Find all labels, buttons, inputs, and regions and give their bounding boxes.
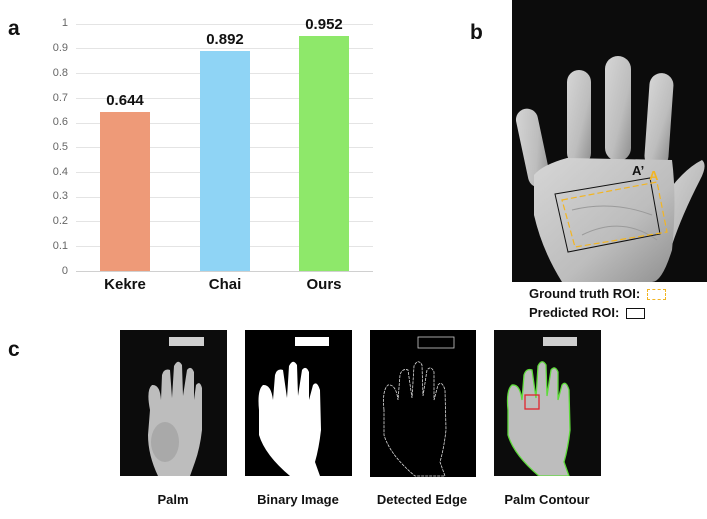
y-tick-0.3: 0.3 — [52, 190, 68, 202]
value-label-chai: 0.892 — [206, 31, 244, 48]
point-a-prime-label: A’ — [632, 163, 645, 178]
binary-image — [245, 330, 352, 476]
value-label-kekre: 0.644 — [106, 92, 144, 109]
bar-ours — [299, 36, 349, 271]
palm-contour-image — [494, 330, 601, 476]
y-tick-0: 0 — [61, 265, 68, 277]
caption-palm-contour: Palm Contour — [504, 492, 590, 507]
bar-chai — [200, 51, 250, 271]
bar-chart: 0 0.1 0.2 0.3 0.4 0.5 0.6 0.7 0.8 0.9 1 … — [0, 0, 400, 300]
palm-roi-photo: A’ A — [512, 0, 707, 282]
legend-ground-truth-label: Ground truth ROI: — [529, 286, 641, 301]
legend-predicted-label: Predicted ROI: — [529, 305, 620, 320]
point-a-label: A — [649, 168, 659, 183]
panel-label-a: a — [8, 17, 20, 40]
y-tick-1: 1 — [61, 17, 68, 29]
value-label-ours: 0.952 — [305, 16, 343, 33]
panel-label-b: b — [470, 21, 483, 44]
y-tick-0.9: 0.9 — [52, 42, 68, 54]
category-label-kekre: Kekre — [104, 276, 146, 293]
legend-predicted: Predicted ROI: — [529, 305, 645, 320]
legend-ground-truth: Ground truth ROI: — [529, 286, 666, 301]
y-tick-0.8: 0.8 — [52, 67, 68, 79]
dashed-rectangle-icon — [646, 289, 666, 301]
category-label-ours: Ours — [306, 276, 342, 293]
panel-label-c: c — [8, 338, 20, 361]
solid-rectangle-icon — [625, 308, 645, 320]
detected-edge-image — [370, 330, 476, 477]
caption-binary-image: Binary Image — [257, 492, 339, 507]
category-label-chai: Chai — [208, 276, 242, 293]
y-tick-0.4: 0.4 — [52, 166, 68, 178]
hand-illustration — [512, 0, 707, 282]
caption-detected-edge: Detected Edge — [376, 492, 468, 507]
y-tick-0.2: 0.2 — [52, 215, 68, 227]
y-tick-0.1: 0.1 — [52, 240, 68, 252]
y-tick-0.6: 0.6 — [52, 116, 68, 128]
palm-image — [120, 330, 227, 476]
roi-box — [524, 394, 540, 410]
gridline — [76, 24, 373, 25]
gridline — [76, 48, 373, 49]
bar-kekre — [100, 112, 150, 271]
y-tick-0.5: 0.5 — [52, 141, 68, 153]
x-axis-line — [76, 271, 373, 272]
caption-palm: Palm — [157, 492, 189, 507]
y-tick-0.7: 0.7 — [52, 92, 68, 104]
